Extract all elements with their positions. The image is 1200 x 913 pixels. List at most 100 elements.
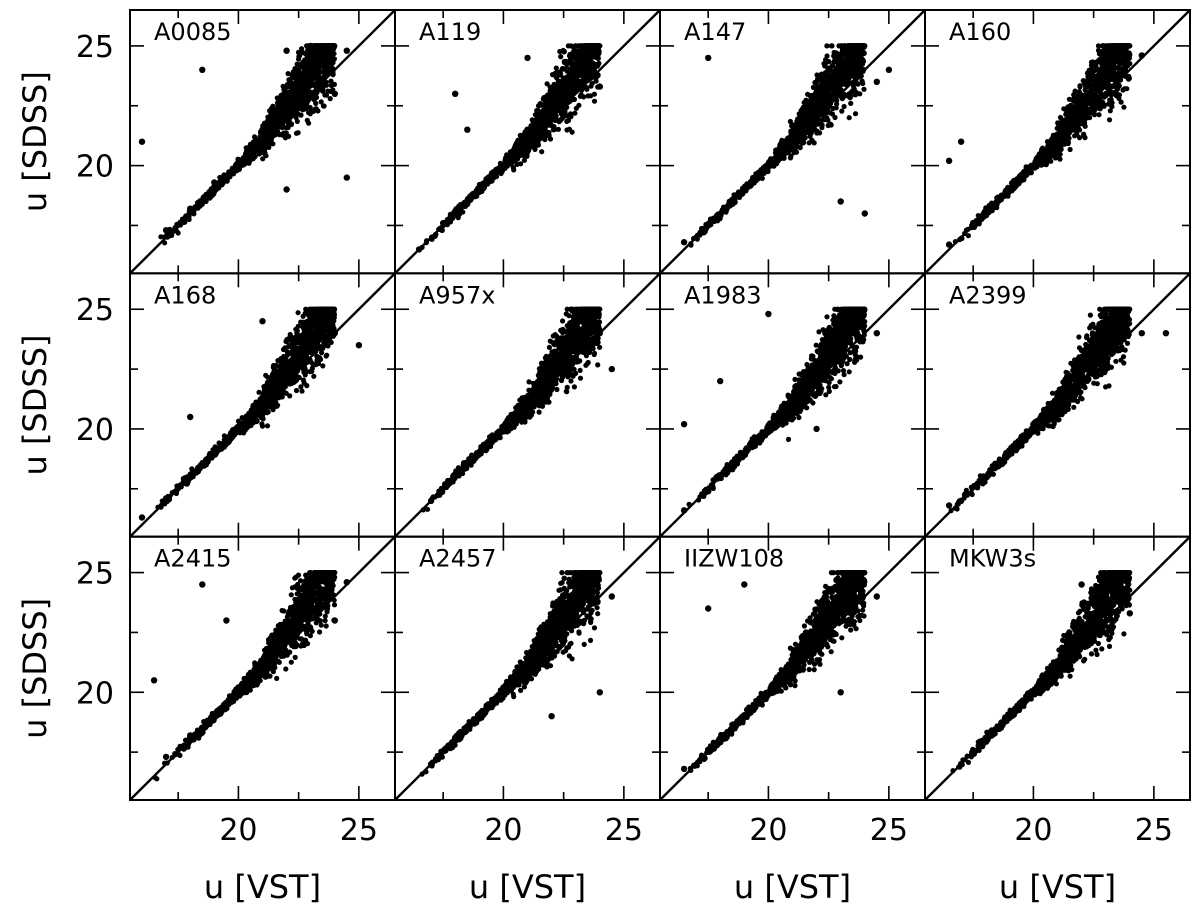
data-point [560,65,566,72]
data-point [322,92,328,98]
data-point [301,68,307,74]
data-point [579,78,585,84]
data-point [843,57,849,63]
data-point [289,87,295,93]
data-point [572,43,579,49]
data-point [311,55,317,61]
data-point [824,43,830,49]
data-point [850,65,856,72]
data-point [873,78,880,86]
data-point [828,122,834,128]
data-point [277,115,283,121]
data-point [547,136,554,142]
data-point [452,90,459,98]
data-point [817,130,823,136]
data-point [553,75,560,81]
data-point [564,118,570,124]
data-point [532,119,538,125]
data-point [837,79,844,86]
data-point [828,94,834,100]
data-point [324,70,330,76]
data-point [536,114,543,121]
data-point [561,48,567,55]
data-point [810,84,817,90]
data-point [297,64,303,70]
data-point [533,142,540,148]
data-point [572,66,579,74]
data-point [318,99,324,105]
data-point [837,51,844,58]
data-point [319,54,326,62]
data-point [858,50,864,56]
data-point [1096,112,1102,118]
data-point [311,97,317,103]
data-point [593,78,599,84]
data-point [849,49,856,57]
data-point [270,103,276,109]
data-point [576,102,582,108]
data-point [321,47,327,53]
data-point [262,146,268,152]
data-point [283,125,289,131]
data-point [813,100,820,107]
ticks [660,10,925,274]
data-point [306,110,312,116]
data-point [555,126,562,132]
data-point [855,43,861,49]
data-point [564,74,570,80]
data-point [860,80,866,87]
data-point [266,122,272,129]
data-point [837,61,844,69]
data-point [552,116,558,122]
data-point [279,104,286,111]
data-point [852,111,859,117]
data-point [320,103,326,109]
data-point [293,70,299,76]
data-point [571,96,578,102]
panel-a147: A147 [659,9,926,275]
panel-a160: A160 [924,9,1191,275]
data-point [591,98,598,104]
data-point [547,106,553,112]
data-point [252,135,258,141]
data-point [814,79,820,85]
data-point [829,84,836,90]
data-point [277,95,283,101]
data-point [304,117,310,123]
data-point [286,118,292,125]
data-point [304,76,311,82]
data-point [302,106,308,112]
data-point [309,79,315,85]
data-point [860,43,867,49]
data-point [791,150,797,156]
data-point [584,54,591,62]
data-point [591,43,597,49]
data-point [282,87,288,93]
data-point [583,63,589,69]
data-point [311,49,317,56]
data-point [564,95,570,101]
data-point [680,239,688,246]
data-point [542,115,548,121]
data-point [328,82,334,88]
data-point [525,133,531,139]
data-point [526,147,532,154]
data-point [138,138,146,145]
data-point [839,108,845,114]
data-point [801,121,807,128]
data-point [280,83,286,89]
scatter-points [138,42,350,246]
data-point [848,89,854,95]
data-point [819,98,826,105]
data-point [807,133,813,139]
data-point [304,101,310,107]
data-point [837,198,844,205]
data-point [847,95,853,101]
data-point [329,54,335,60]
data-point [257,135,263,142]
data-point [299,46,305,52]
data-point [832,57,838,63]
data-point [580,74,587,80]
data-point [800,139,806,145]
data-point [810,93,816,100]
